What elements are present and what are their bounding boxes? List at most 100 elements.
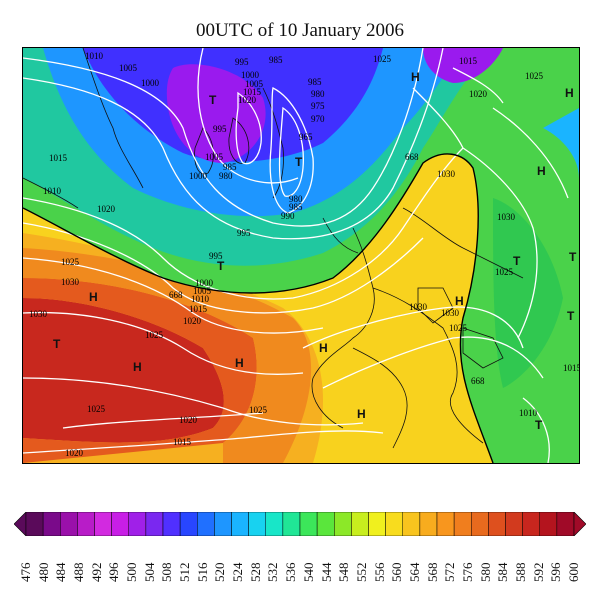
isobar-label: 668 bbox=[405, 152, 419, 162]
colorbar-cell bbox=[231, 512, 249, 536]
high-marker: H bbox=[319, 341, 328, 355]
colorbar-cell bbox=[419, 512, 438, 536]
isobar-label: 1005 bbox=[205, 152, 224, 162]
colorbar-cell bbox=[299, 512, 318, 536]
colorbar-cell bbox=[248, 512, 266, 536]
colorbar-tick-label: 496 bbox=[106, 562, 122, 583]
colorbar-cell bbox=[25, 512, 44, 536]
colorbar-arrow-low bbox=[14, 512, 27, 536]
map-title: 00UTC of 10 January 2006 bbox=[196, 20, 404, 41]
isobar-label: 1025 bbox=[249, 405, 268, 415]
high-marker: H bbox=[235, 356, 244, 370]
colorbar-cell bbox=[402, 512, 421, 536]
isobar-label: 1025 bbox=[145, 330, 164, 340]
isobar-label: 980 bbox=[219, 171, 233, 181]
colorbar-tick-label: 548 bbox=[336, 562, 352, 583]
colorbar-tick-label: 476 bbox=[18, 562, 33, 583]
isobar-label: 965 bbox=[299, 132, 313, 142]
isobar-label: 1030 bbox=[497, 212, 516, 222]
colorbar-cell bbox=[265, 512, 284, 536]
colorbar-tick-label: 532 bbox=[265, 562, 281, 583]
isobar-label: 1010 bbox=[191, 294, 210, 304]
ridge-red bbox=[23, 278, 257, 463]
isobar-label: 985 bbox=[308, 77, 322, 87]
high-marker: H bbox=[89, 290, 98, 304]
colorbar-cell bbox=[316, 512, 335, 536]
colorbar-cell bbox=[197, 512, 215, 536]
isobar-label: 1020 bbox=[97, 204, 116, 214]
colorbar-cell bbox=[368, 512, 386, 536]
isobar-label: 1025 bbox=[525, 71, 544, 81]
colorbar-tick-label: 600 bbox=[566, 562, 581, 583]
colorbar-tick-label: 504 bbox=[141, 562, 157, 583]
isobar-label: 1015 bbox=[459, 56, 478, 66]
colorbar-cell bbox=[556, 512, 575, 536]
colorbar-tick-label: 492 bbox=[88, 562, 104, 583]
isobar-label: 990 bbox=[281, 211, 295, 221]
colorbar-tick-label: 584 bbox=[495, 562, 511, 583]
ridge-orange bbox=[23, 248, 312, 463]
isobar-label: 668 bbox=[169, 290, 183, 300]
colorbar-tick-label: 552 bbox=[353, 562, 369, 583]
colorbar-cell bbox=[505, 512, 523, 536]
colorbar-tick-label: 580 bbox=[477, 562, 493, 583]
isobar-label: 975 bbox=[311, 101, 325, 111]
isobar-label: 1010 bbox=[43, 186, 62, 196]
colorbar-cell bbox=[351, 512, 369, 536]
colorbar-tick-label: 500 bbox=[124, 562, 140, 583]
pressure-centers: T T T H H H H H H H H H T T T T T bbox=[53, 70, 577, 432]
isobar-label: 1025 bbox=[449, 323, 468, 333]
low-marker: T bbox=[535, 418, 543, 432]
isobar-label: 1015 bbox=[49, 153, 68, 163]
isobar-label: 985 bbox=[223, 162, 237, 172]
low-marker: T bbox=[295, 155, 303, 169]
isobar-label: 1020 bbox=[238, 95, 257, 105]
isobar-label: 1025 bbox=[373, 54, 392, 64]
colorbar-tick-label: 480 bbox=[35, 562, 51, 583]
colorbar-cell bbox=[179, 512, 198, 536]
isobar-label: 985 bbox=[289, 202, 303, 212]
colorbar-cell bbox=[145, 512, 164, 536]
isobar-label: 1030 bbox=[29, 309, 48, 319]
isobar-label: 980 bbox=[311, 89, 325, 99]
colorbar-cell bbox=[94, 512, 112, 536]
colorbar-cell bbox=[111, 512, 129, 536]
colorbar-tick-label: 520 bbox=[212, 562, 228, 583]
east-green bbox=[493, 198, 563, 388]
low-marker: T bbox=[217, 259, 225, 273]
isobar-label: 1025 bbox=[495, 267, 514, 277]
isobar-label: 995 bbox=[237, 228, 251, 238]
colorbar-tick-label: 524 bbox=[230, 562, 246, 583]
isobar-label: 1020 bbox=[179, 415, 198, 425]
isobar-label: 1030 bbox=[409, 302, 428, 312]
isobar-label: 1030 bbox=[61, 277, 80, 287]
colorbar-cell bbox=[334, 512, 352, 536]
colorbar-cell bbox=[77, 512, 95, 536]
colorbar-tick-label: 488 bbox=[71, 562, 87, 583]
isobar-label: 1010 bbox=[519, 408, 538, 418]
colorbar-tick-label: 560 bbox=[389, 562, 405, 583]
colorbar-tick-label: 588 bbox=[512, 562, 528, 583]
isobar-labels: 1010 1005 1000 995 985 1000 1005 1015 10… bbox=[29, 51, 579, 458]
high-marker: H bbox=[411, 70, 420, 84]
isobar-label: 1015 bbox=[173, 437, 192, 447]
isobar-label: 1000 bbox=[241, 70, 260, 80]
isobar-label: 668 bbox=[471, 376, 485, 386]
colorbar-cell bbox=[162, 512, 181, 536]
colorbar-cell bbox=[282, 512, 301, 536]
colorbar-cell bbox=[522, 512, 540, 536]
colorbar-tick-label: 592 bbox=[530, 562, 546, 583]
colorbar-tick-label: 544 bbox=[318, 562, 334, 583]
colorbar bbox=[14, 512, 586, 536]
low-marker: T bbox=[513, 254, 521, 268]
isobar-label: 1015 bbox=[243, 87, 262, 97]
colorbar-tick-label: 536 bbox=[283, 562, 299, 583]
high-marker: H bbox=[565, 86, 574, 100]
isobar-label: 970 bbox=[311, 114, 325, 124]
ridge-dark-red bbox=[23, 298, 224, 443]
colorbar-tick-label: 528 bbox=[247, 562, 263, 583]
isobar-label: 1000 bbox=[141, 78, 160, 88]
colorbar-tick-label: 508 bbox=[159, 562, 175, 583]
colorbar-tick-label: 596 bbox=[548, 562, 564, 583]
isobar-label: 985 bbox=[269, 55, 283, 65]
